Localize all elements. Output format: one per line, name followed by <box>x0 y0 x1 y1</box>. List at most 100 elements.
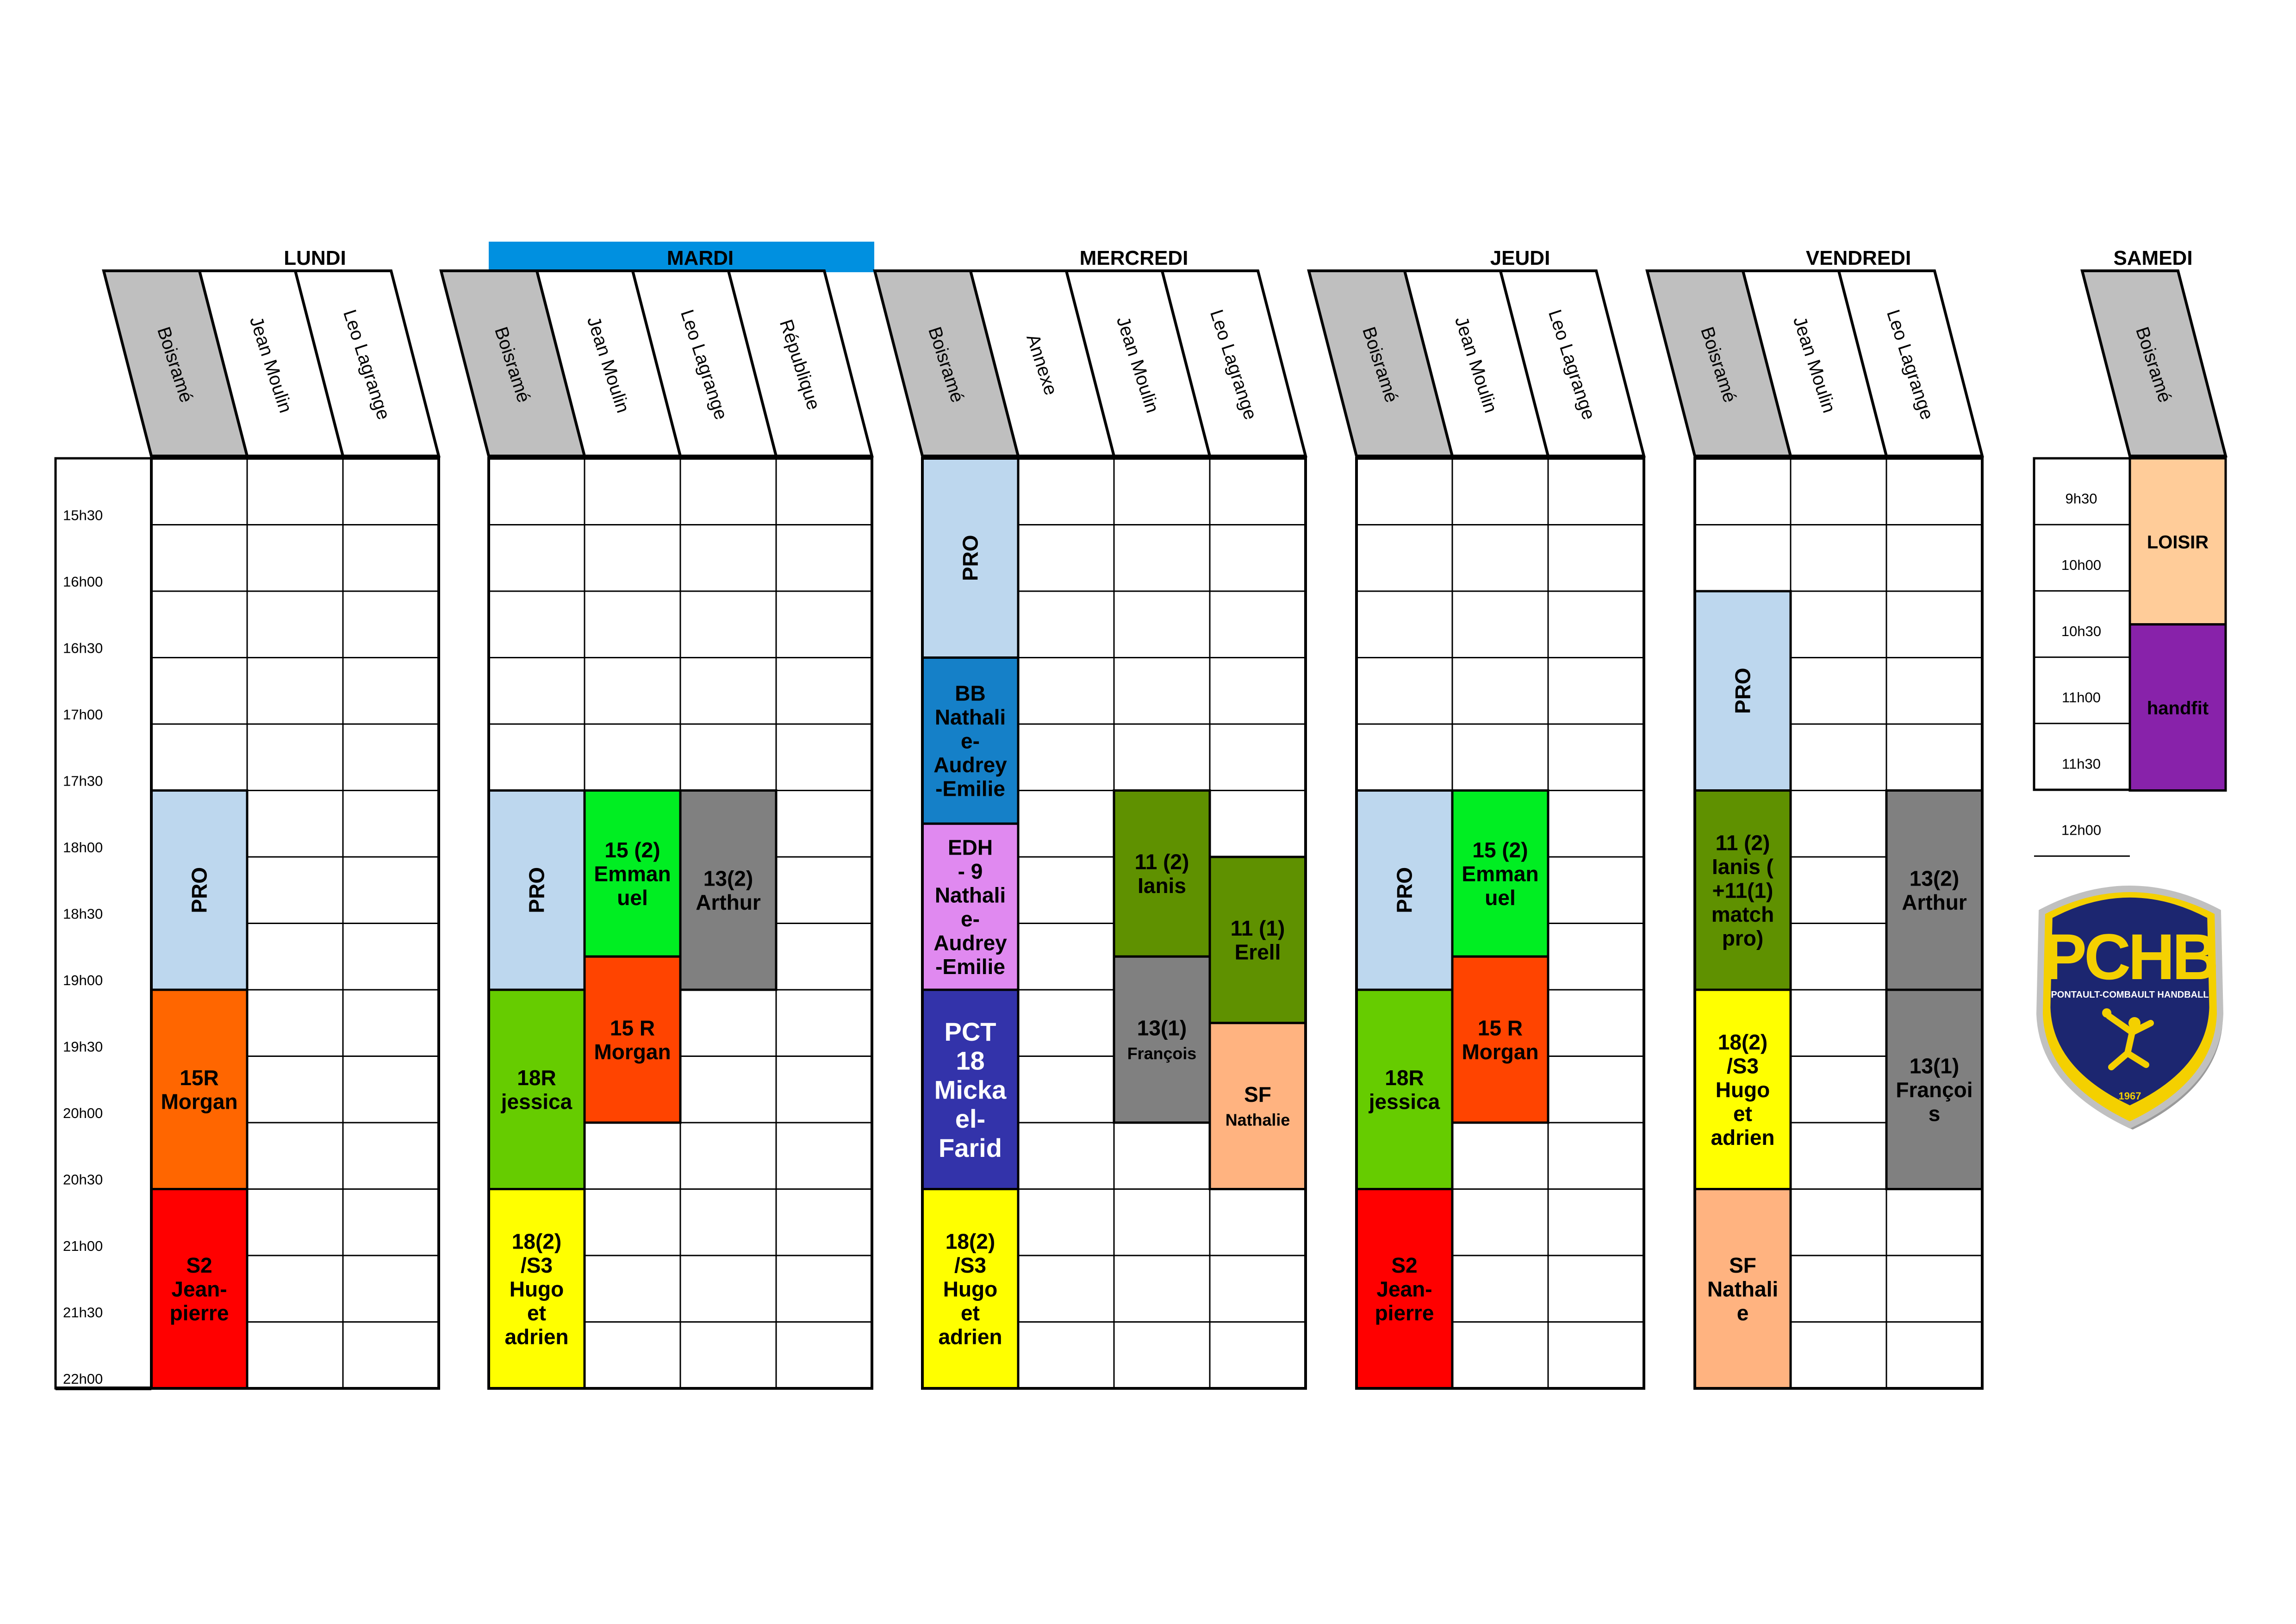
day-title: MERCREDI <box>1080 247 1188 269</box>
session-cell <box>2128 623 2227 792</box>
session-cell <box>679 789 778 991</box>
session-cell <box>1355 1188 1454 1390</box>
session-cell <box>1693 988 1792 1190</box>
player-icon <box>2106 1013 2154 1070</box>
session-label-line: Nathalie <box>1226 1111 1290 1129</box>
session-label-line: Arthur <box>696 890 761 914</box>
session-label-line: Audrey <box>933 931 1007 955</box>
time-label: 19h00 <box>63 972 103 988</box>
session-label-line: PCT <box>945 1017 996 1046</box>
session-label: PRO <box>1393 867 1417 913</box>
session-label-line: 15 (2) <box>604 838 660 862</box>
time-label: 18h30 <box>63 906 103 922</box>
session-label-line: 11 (2) <box>1135 850 1189 874</box>
logo-shield-inner <box>2050 897 2209 1106</box>
time-label: 20h00 <box>63 1105 103 1121</box>
time-label: 21h00 <box>63 1238 103 1254</box>
session-cell <box>921 988 1020 1190</box>
time-label: 16h30 <box>63 640 103 656</box>
venue-header <box>1837 269 1984 457</box>
session-label-line: 13(2) <box>1910 867 1959 891</box>
session-label-line: François <box>1127 1044 1197 1063</box>
session-label-line: uel <box>617 886 647 910</box>
session-label-line: 15R <box>180 1066 218 1090</box>
session-cell <box>1451 789 1549 958</box>
session-label-line: /S3 <box>521 1253 553 1277</box>
session-label-line: Hugo <box>510 1277 564 1301</box>
session-label-line: Jean- <box>171 1277 227 1301</box>
session-block: PRO <box>487 789 586 991</box>
session-label-line: Hugo <box>1716 1078 1770 1102</box>
session-label-line: uel <box>1485 886 1515 910</box>
session-cell <box>487 988 586 1190</box>
day-highlight <box>489 242 874 272</box>
ball-icon <box>2102 1008 2111 1018</box>
session-label-line: Micka <box>934 1075 1007 1104</box>
session-label-line: pierre <box>1375 1301 1434 1325</box>
session-label-line: 18R <box>1385 1066 1424 1090</box>
session-label-line: SF <box>1729 1253 1756 1277</box>
session-label-line: Morgan <box>594 1040 671 1064</box>
session-block: PRO <box>150 789 249 991</box>
session-block: PRO <box>1355 789 1454 991</box>
venue-header <box>2080 269 2228 457</box>
session-block: 13(1)François <box>1885 988 1984 1190</box>
session-label-line: SF <box>1244 1082 1271 1106</box>
session-cell <box>1693 789 1792 991</box>
session-label-line: Nathali <box>935 705 1006 729</box>
session-label-line: e <box>1737 1301 1749 1325</box>
session-label-line: 13(2) <box>703 867 753 891</box>
session-label-line: Ianis ( <box>1712 855 1774 879</box>
session-label-line: -Emilie <box>935 955 1005 979</box>
time-label: 22h00 <box>63 1371 103 1387</box>
session-label-line: et <box>527 1301 546 1325</box>
session-cell <box>1885 988 1984 1190</box>
session-label-line: 18R <box>517 1066 556 1090</box>
saturday-time-label: 9h30 <box>2066 491 2097 507</box>
saturday-time-column <box>2033 457 2131 791</box>
session-block: PRO <box>1693 590 1792 792</box>
session-label-line: S2 <box>1391 1253 1417 1277</box>
session-label-line: Nathali <box>935 883 1006 907</box>
session-label-line: el- <box>955 1104 985 1133</box>
day-samedi: SAMEDIBoisramé9h3010h0010h3011h0011h3012… <box>2033 247 2228 857</box>
session-label-line: 11 (2) <box>1716 831 1770 855</box>
session-cell <box>1355 988 1454 1190</box>
time-label: 16h00 <box>63 574 103 590</box>
session-label-line: jessica <box>1369 1090 1440 1114</box>
session-cell <box>487 1188 586 1390</box>
session-label-line: BB <box>955 681 985 705</box>
day-title: JEUDI <box>1490 247 1550 269</box>
session-label-line: adrien <box>504 1324 568 1349</box>
session-label-line: 15 R <box>610 1016 655 1040</box>
venue-header <box>1160 269 1307 457</box>
session-label-line: +11(1) <box>1712 878 1773 902</box>
session-block: 11 (1)Erell <box>1208 856 1307 1024</box>
logo-text: PCHB <box>2044 920 2216 993</box>
session-label: PRO <box>958 535 983 581</box>
session-cell <box>1451 955 1549 1124</box>
session-label-line: Audrey <box>933 753 1007 777</box>
session-block: 13(2)Arthur <box>679 789 778 991</box>
session-label-line: Jean- <box>1376 1277 1432 1301</box>
session-label-line: jessica <box>501 1090 572 1114</box>
session-block: 13(1)François <box>1113 955 1211 1124</box>
session-cell <box>1355 789 1454 991</box>
grid-frame <box>1355 457 1645 1390</box>
logo-year: 1967 <box>2119 1090 2141 1102</box>
session-label-line: EDH <box>948 835 993 859</box>
session-label-line: - 9 <box>958 859 983 883</box>
